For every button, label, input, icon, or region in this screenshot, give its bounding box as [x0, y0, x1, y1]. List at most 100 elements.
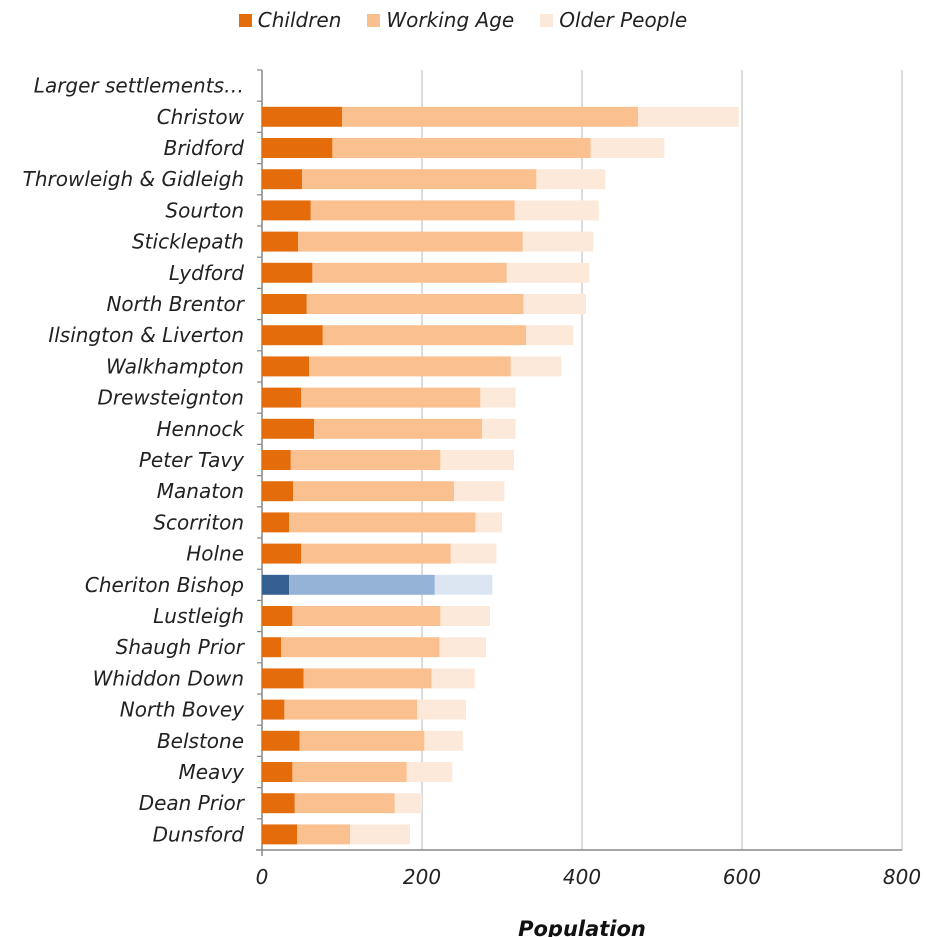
bar-working-age: [314, 418, 482, 439]
category-label: Larger settlements…: [34, 74, 244, 98]
bar-children: [262, 294, 307, 314]
bar-children: [262, 138, 333, 158]
bar-children: [262, 356, 310, 377]
bar-children: [262, 606, 293, 626]
bar-older-people: [434, 574, 493, 595]
bar-working-age: [284, 699, 418, 720]
bar-working-age: [322, 325, 526, 346]
category-label: Dunsford: [153, 822, 245, 846]
bar-working-age: [298, 231, 523, 252]
legend-label-older-people: Older People: [559, 8, 688, 32]
category-label: Drewsteignton: [97, 386, 244, 410]
category-label: Ilsington & Liverton: [48, 323, 244, 347]
bar-children: [262, 637, 282, 658]
bar-children: [262, 512, 290, 533]
category-label: Throwleigh & Gidleigh: [23, 167, 244, 191]
bar-older-people: [514, 200, 599, 221]
bar-children: [262, 574, 290, 595]
bar-children: [262, 387, 302, 408]
category-label: Shaugh Prior: [116, 635, 246, 659]
bar-working-age: [301, 543, 451, 564]
bar-working-age: [293, 481, 454, 502]
x-tick-label: 800: [883, 865, 921, 889]
category-label: Christow: [157, 105, 245, 129]
category-label: Peter Tavy: [139, 448, 245, 472]
bar-children: [262, 418, 314, 439]
bar-older-people: [526, 325, 574, 346]
legend-swatch-working-age: [367, 13, 381, 27]
bar-older-people: [439, 637, 486, 658]
bar-working-age: [289, 574, 435, 595]
category-label: Bridford: [164, 136, 245, 160]
bar-older-people: [440, 450, 514, 470]
bar-children: [262, 762, 293, 782]
chart-legend: Children Working Age Older People: [0, 8, 926, 32]
category-label: Sourton: [165, 198, 244, 222]
legend-label-working-age: Working Age: [386, 8, 515, 32]
category-label: Meavy: [179, 760, 246, 784]
bar-children: [262, 231, 298, 252]
bar-working-age: [301, 387, 481, 408]
category-label: North Brentor: [106, 292, 245, 316]
bar-children: [262, 262, 313, 283]
x-tick-label: 0: [256, 865, 269, 889]
category-label: Hennock: [156, 417, 245, 441]
bar-children: [262, 543, 302, 564]
bar-older-people: [450, 543, 497, 564]
bar-working-age: [306, 294, 524, 314]
bar-older-people: [431, 668, 475, 689]
bar-older-people: [510, 356, 562, 377]
bar-older-people: [522, 231, 594, 252]
bar-working-age: [290, 450, 441, 470]
bar-working-age: [299, 730, 425, 751]
bar-children: [262, 730, 300, 751]
category-label: Dean Prior: [139, 791, 246, 815]
bar-children: [262, 200, 311, 221]
x-tick-label: 400: [563, 865, 601, 889]
bar-older-people: [394, 793, 422, 814]
category-label: Whiddon Down: [93, 666, 244, 690]
legend-swatch-older-people: [540, 13, 554, 27]
category-label: Belstone: [157, 729, 244, 753]
bar-working-age: [309, 356, 511, 377]
category-label: North Bovey: [120, 698, 245, 722]
category-label: Sticklepath: [132, 230, 244, 254]
legend-item-children: Children: [238, 8, 341, 32]
bar-older-people: [638, 106, 739, 127]
bar-older-people: [440, 606, 490, 626]
category-label: Lustleigh: [153, 604, 244, 628]
bar-working-age: [294, 793, 395, 814]
bar-older-people: [406, 762, 453, 782]
bar-working-age: [332, 138, 591, 158]
category-label: Holne: [186, 542, 244, 566]
x-axis-title: Population: [518, 917, 646, 937]
bar-older-people: [482, 418, 516, 439]
bar-working-age: [289, 512, 476, 533]
bar-older-people: [523, 294, 586, 314]
category-label: Cheriton Bishop: [85, 573, 244, 597]
bar-children: [262, 325, 323, 346]
bar-older-people: [536, 169, 606, 190]
bar-working-age: [281, 637, 440, 658]
legend-item-older-people: Older People: [540, 8, 687, 32]
bar-children: [262, 450, 291, 470]
bar-children: [262, 668, 304, 689]
category-label: Lydford: [169, 261, 244, 285]
bar-older-people: [350, 824, 410, 845]
bar-working-age: [312, 262, 507, 283]
bar-working-age: [292, 606, 441, 626]
legend-item-working-age: Working Age: [367, 8, 514, 32]
bar-working-age: [310, 200, 515, 221]
bar-older-people: [480, 387, 516, 408]
bar-older-people: [590, 138, 665, 158]
bar-older-people: [417, 699, 466, 720]
bar-working-age: [292, 762, 407, 782]
bar-children: [262, 699, 285, 720]
category-label: Scorriton: [153, 510, 244, 534]
x-tick-label: 200: [403, 865, 441, 889]
bar-children: [262, 169, 302, 190]
bar-children: [262, 106, 342, 127]
legend-swatch-children: [238, 13, 252, 27]
